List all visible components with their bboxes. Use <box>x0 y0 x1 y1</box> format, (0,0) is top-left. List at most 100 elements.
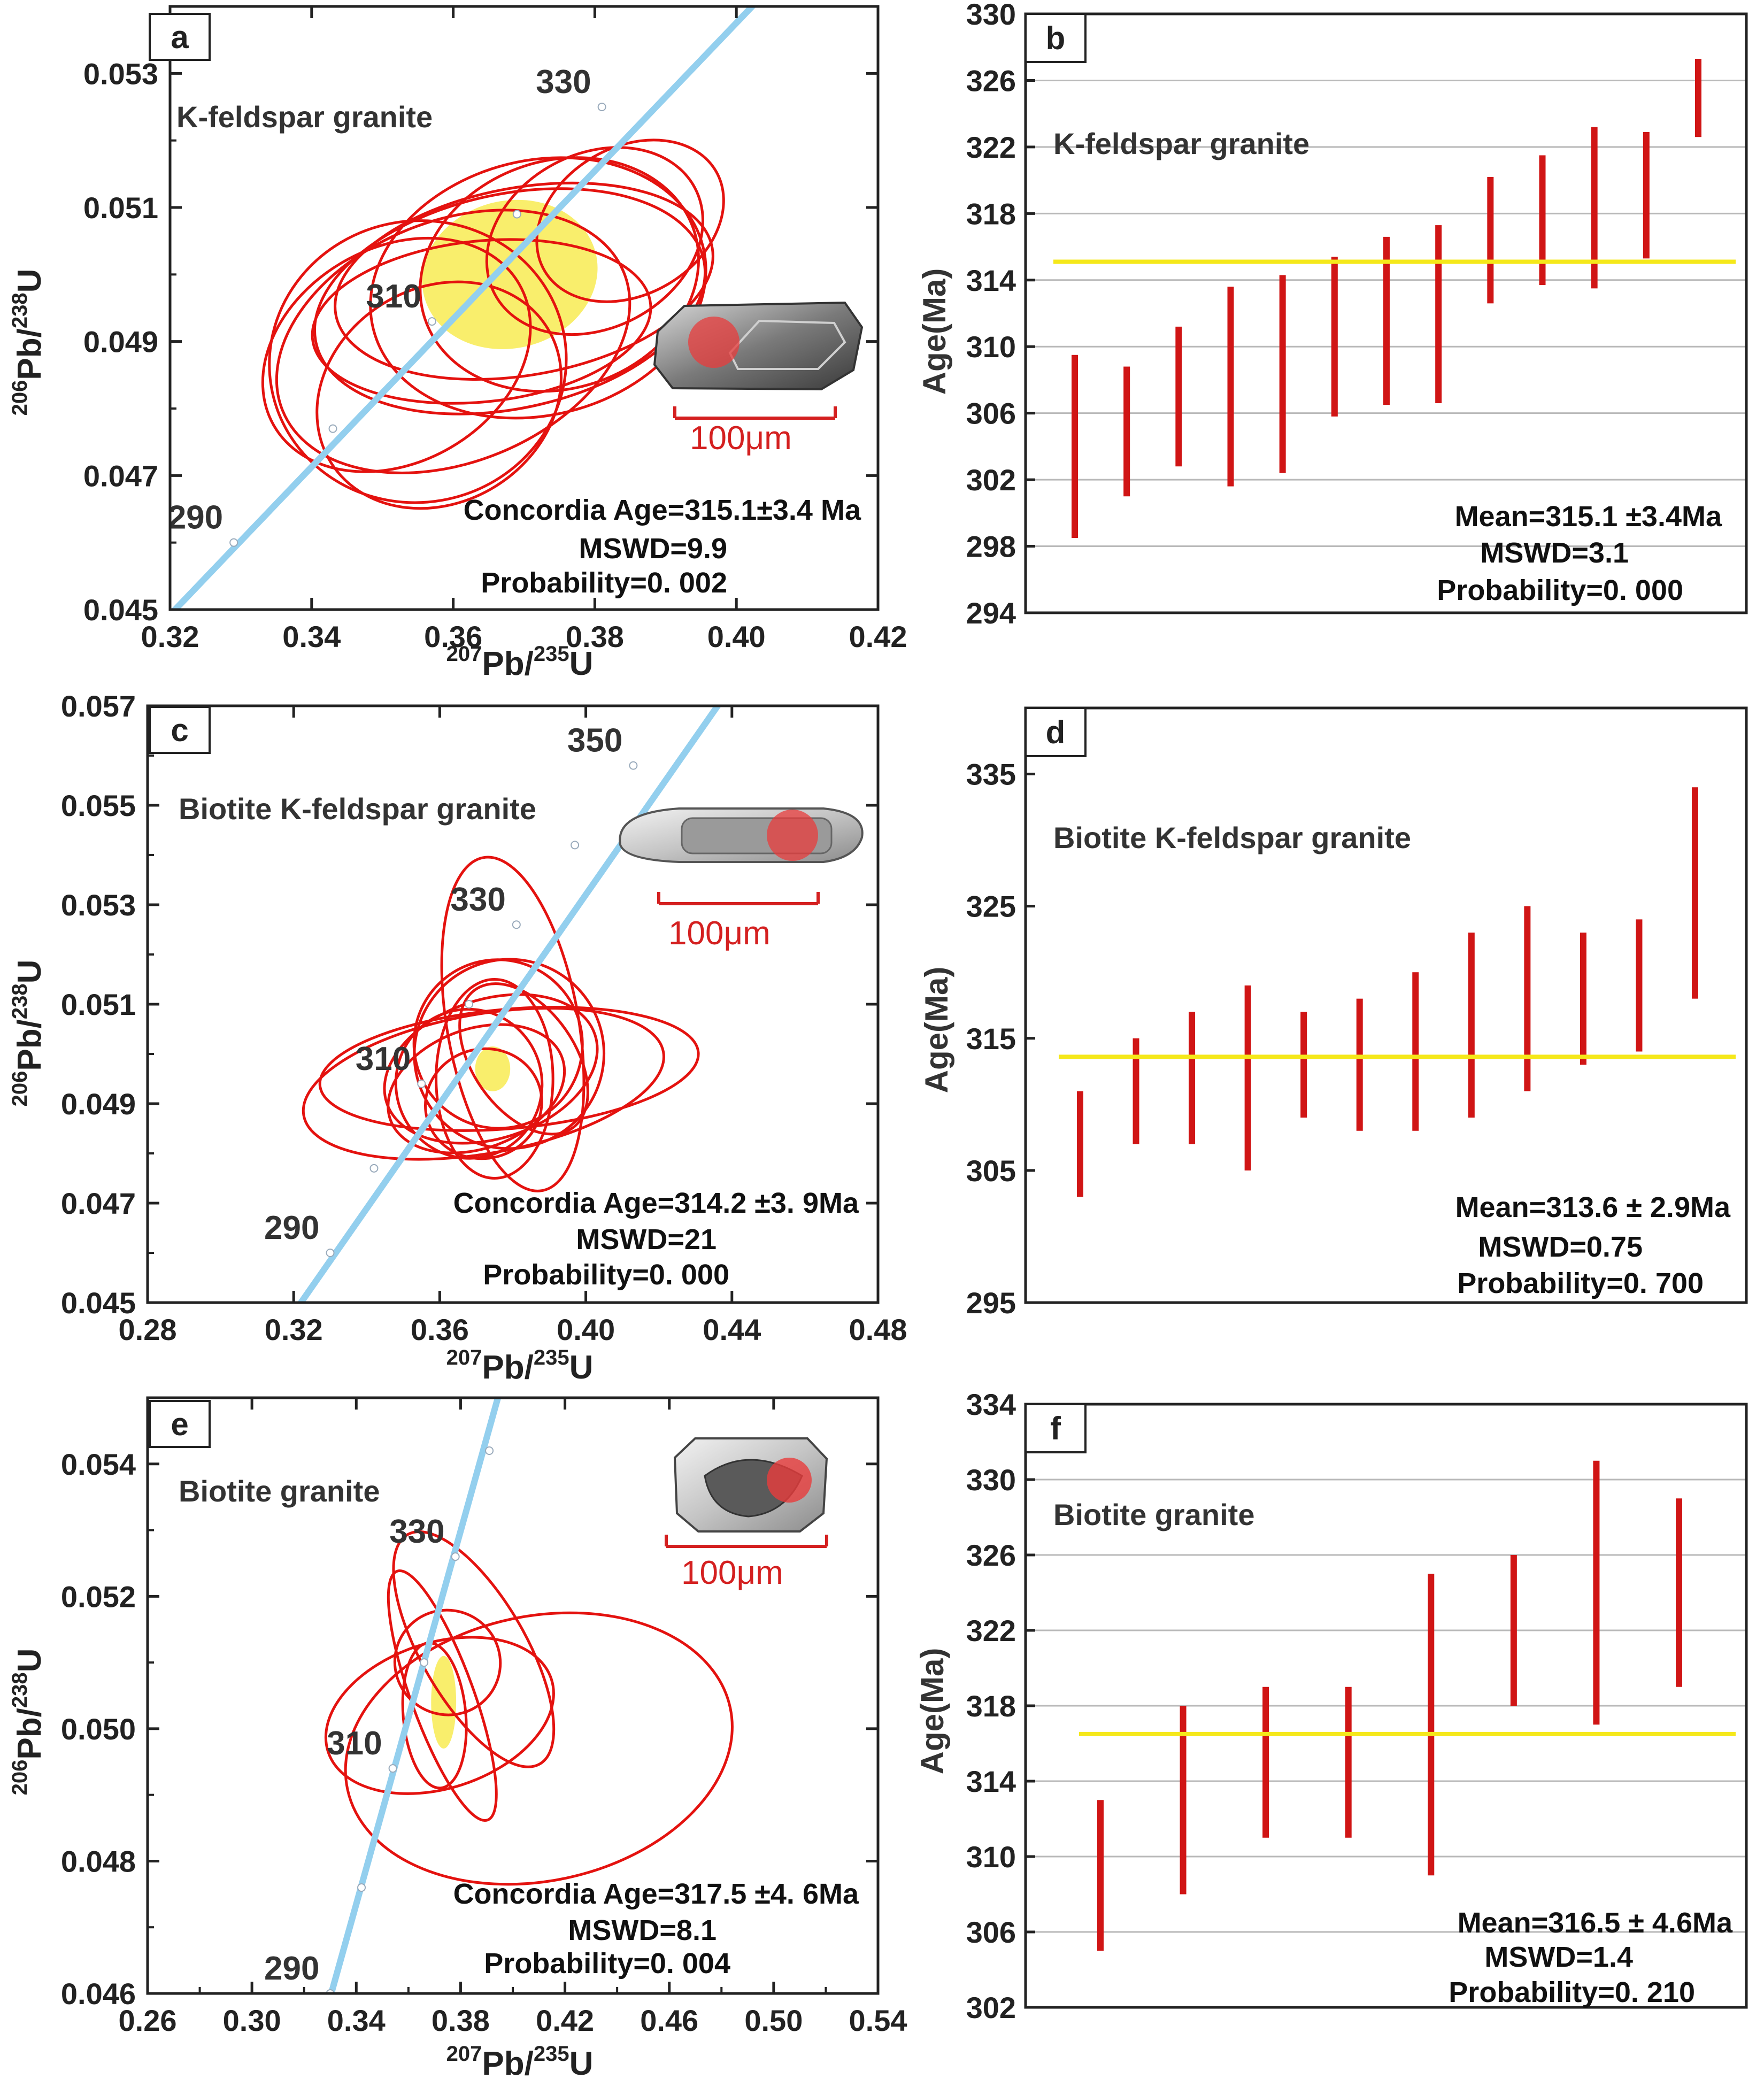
annotation-mean: Mean=315.1 ±3.4Ma <box>1455 500 1722 533</box>
concordia-age-label-290: 290 <box>168 499 223 536</box>
panel-label: e <box>171 1406 188 1442</box>
x-tick-label: 0.50 <box>744 2004 803 2037</box>
plot-frame <box>168 5 880 611</box>
x-tick-label: 0.26 <box>119 2004 177 2037</box>
x-tick-label: 0.30 <box>223 2004 281 2037</box>
tick-layer: 294 298 302 306 310 314 318 322 326 330 <box>966 0 1035 630</box>
panel-label: a <box>171 19 189 55</box>
concordia-age-label-310: 310 <box>356 1041 411 1077</box>
ellipse-layer <box>261 138 725 510</box>
error-ellipse-11 <box>458 982 589 1136</box>
age-error-bar-2 <box>1180 1706 1187 1895</box>
x-tick-label: 0.38 <box>566 620 624 653</box>
age-bar-layer <box>1077 787 1698 1197</box>
y-tick-label: 306 <box>966 1915 1016 1949</box>
age-error-bar-8 <box>1676 1498 1682 1687</box>
y-tick-label: 0.055 <box>61 789 136 822</box>
concordia-age-label-330: 330 <box>536 64 591 101</box>
y-tick-label: 305 <box>966 1154 1016 1188</box>
concordia-age-dot-1 <box>229 538 238 547</box>
y-axis-label: Age(Ma) <box>919 967 954 1094</box>
x-tick-label: 0.42 <box>849 620 907 653</box>
x-tick-label: 0.38 <box>432 2004 490 2037</box>
age-error-bar-5 <box>1279 275 1286 473</box>
x-tick-label: 0.36 <box>411 1313 469 1346</box>
y-tick-label: 306 <box>966 397 1016 430</box>
x-tick-label: 0.32 <box>265 1313 323 1346</box>
error-ellipse-5 <box>275 209 631 474</box>
axes-frame <box>1024 12 1748 614</box>
age-error-bar-7 <box>1412 972 1419 1131</box>
x-tick-label: 0.40 <box>707 620 766 653</box>
x-tick-label: 0.34 <box>327 2004 386 2037</box>
x-tick-label: 0.48 <box>849 1313 907 1346</box>
x-tick-label: 0.40 <box>557 1313 615 1346</box>
annotation-probability: Probability=0. 210 <box>1449 1976 1695 2008</box>
error-ellipse-6 <box>268 219 568 504</box>
y-tick-label: 0.057 <box>61 689 136 723</box>
mean-ellipse <box>431 1656 457 1749</box>
zircon-inset: 100μm <box>665 1437 828 1591</box>
y-tick-label: 318 <box>966 1689 1016 1723</box>
error-ellipse-9 <box>413 958 606 1150</box>
axes-frame <box>168 5 880 611</box>
panel-title: Biotite K-feldspar granite <box>179 792 536 826</box>
error-ellipse-7 <box>435 978 554 1180</box>
age-error-bar-2 <box>1123 366 1130 497</box>
zircon-core-outline <box>728 319 846 370</box>
y-tick-label: 314 <box>966 1765 1016 1798</box>
concordia-layer <box>297 706 722 1303</box>
analysis-spot <box>688 317 740 368</box>
age-error-bar-2 <box>1133 1038 1139 1144</box>
age-error-bar-10 <box>1580 933 1586 1065</box>
scale-bar-label: 100μm <box>690 420 792 457</box>
y-tick-label: 0.048 <box>61 1844 136 1878</box>
x-tick-label: 0.36 <box>424 620 482 653</box>
panel-label-box: b <box>1024 13 1087 63</box>
panel-c-concordia: 290 310 330 350 0.28 0.32 0.36 0.40 0.44 0.48 0.0… <box>8 689 907 1386</box>
panel-label-box: c <box>149 706 211 754</box>
y-tick-label: 0.053 <box>61 888 136 922</box>
age-error-bar-9 <box>1487 176 1494 304</box>
ellipse-layer <box>324 1530 734 1886</box>
y-tick-label: 0.047 <box>83 459 158 492</box>
concordia-layer <box>326 1398 502 1993</box>
annotation-mswd: MSWD=1.4 <box>1484 1941 1633 1973</box>
age-error-bar-6 <box>1331 257 1338 417</box>
concordia-age-dot-4 <box>420 1658 429 1667</box>
y-tick-label: 0.049 <box>83 325 158 359</box>
scale-bar-label: 100μm <box>681 1554 783 1591</box>
x-axis-label: 207Pb/235U <box>446 2042 594 2079</box>
age-error-bar-5 <box>1300 1012 1307 1118</box>
scale-bar-label: 100μm <box>668 915 771 952</box>
x-tick-label: 0.54 <box>849 2004 907 2037</box>
concordia-curve <box>297 706 722 1303</box>
error-ellipse-4 <box>334 181 714 381</box>
analysis-spot <box>767 1458 812 1503</box>
annotation-probability: Probability=0. 002 <box>481 567 727 599</box>
error-ellipse-3 <box>313 187 707 415</box>
age-error-bar-3 <box>1262 1687 1269 1838</box>
panel-label: d <box>1046 714 1066 750</box>
panel-label-box: e <box>149 1400 211 1448</box>
age-error-bar-4 <box>1244 985 1251 1171</box>
zircon-inset: 100μm <box>653 301 864 457</box>
age-error-bar-1 <box>1097 1800 1104 1951</box>
concordia-label-layer: 290 310 330 <box>168 64 591 536</box>
y-tick-label: 294 <box>966 596 1016 630</box>
annotation-mean: Mean=313.6 ± 2.9Ma <box>1455 1191 1731 1223</box>
error-ellipse-1 <box>344 1611 734 1886</box>
y-tick-label: 322 <box>966 1614 1016 1647</box>
x-tick-label: 0.44 <box>703 1313 761 1346</box>
error-ellipse-4 <box>412 958 584 1130</box>
annotation-mswd: MSWD=9.9 <box>579 533 727 565</box>
y-tick-label: 0.054 <box>61 1447 136 1481</box>
y-axis-label: 206Pb/238U <box>8 269 48 416</box>
age-error-bar-6 <box>1510 1555 1517 1706</box>
concordia-age-label-330: 330 <box>389 1513 444 1550</box>
concordia-age-dot-6 <box>485 1446 494 1456</box>
x-axis-label: 207Pb/235U <box>446 642 594 682</box>
age-bar-layer <box>1097 1460 1682 1951</box>
concordia-age-dot-5 <box>597 103 606 111</box>
annotation-probability: Probability=0. 000 <box>483 1259 729 1291</box>
